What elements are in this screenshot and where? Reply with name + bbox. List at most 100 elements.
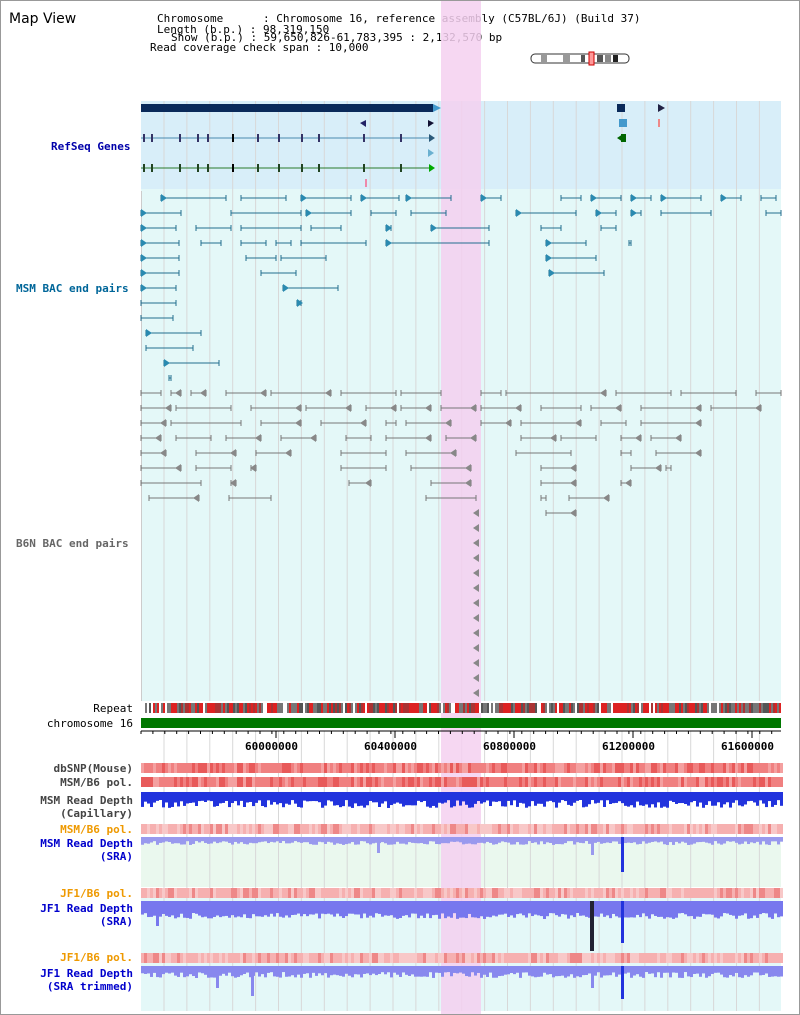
track-label-msm-depth-cap[interactable]: MSM Read Depth <box>40 794 133 807</box>
msm-depth-sra-bar <box>195 837 198 842</box>
jf1-depth-trim-bar <box>717 966 720 973</box>
jf1-b6-pol-segment <box>507 888 510 898</box>
msm-depth-sra-bar <box>207 837 210 844</box>
msm-depth-sra-bar <box>609 837 612 844</box>
dbsnp-segment <box>231 763 234 773</box>
msm-depth-sra-bar <box>390 837 393 845</box>
dbsnp-segment <box>411 763 414 773</box>
msm-b6-pol-segment <box>726 777 729 787</box>
msm-b6-pol-segment <box>543 824 546 834</box>
dbsnp-segment <box>345 763 348 773</box>
track-label-b6n-bac[interactable]: B6N BAC end pairs <box>16 537 129 550</box>
repeat-segment <box>615 703 617 713</box>
msm-b6-pol-segment <box>231 777 234 787</box>
msm-depth-capillary-bar <box>519 792 522 803</box>
track-label-jf1-depth-sra[interactable]: JF1 Read Depth <box>40 902 133 915</box>
jf1-depth-sra-bar <box>639 901 642 918</box>
track-label-jf1-b6-pol-2[interactable]: JF1/B6 pol. <box>60 951 133 964</box>
msm-bac-end-marker <box>631 194 637 202</box>
msm-b6-pol-segment <box>288 824 291 834</box>
jf1-depth-sra-bar <box>474 901 477 918</box>
jf1-depth-sra-bar <box>291 901 294 916</box>
msm-depth-capillary-bar <box>489 792 492 807</box>
jf1-depth-sra-bar-spike <box>590 901 594 951</box>
jf1-depth-sra-bar <box>546 901 549 917</box>
jf1-b6-pol-segment <box>339 888 342 898</box>
msm-b6-pol-segment <box>177 824 180 834</box>
msm-depth-capillary-bar <box>513 792 516 801</box>
msm-b6-pol-segment <box>201 777 204 787</box>
msm-b6-pol-segment <box>534 777 537 787</box>
jf1-depth-sra-bar <box>627 901 630 918</box>
track-label-msm-bac[interactable]: MSM BAC end pairs <box>16 282 129 295</box>
msm-depth-capillary-bar <box>588 792 591 805</box>
axis-tick-label: 60400000 <box>364 740 417 753</box>
msm-depth-capillary-bar <box>324 792 327 806</box>
dbsnp-segment <box>252 763 255 773</box>
jf1-depth-trim-bar <box>630 966 633 978</box>
jf1-b6-pol-segment <box>705 953 708 963</box>
track-label-dbsnp[interactable]: dbSNP(Mouse) <box>53 762 133 775</box>
msm-depth-capillary-bar <box>288 792 291 805</box>
repeat-segment <box>691 703 693 713</box>
msm-depth-sra-bar <box>780 837 783 842</box>
msm-depth-capillary-bar <box>774 792 777 805</box>
repeat-segment <box>683 703 685 713</box>
repeat-segment <box>553 703 555 713</box>
track-label-jf1-b6-pol-1[interactable]: JF1/B6 pol. <box>60 887 133 900</box>
dbsnp-segment <box>645 763 648 773</box>
msm-depth-sra-bar <box>354 837 357 845</box>
msm-depth-sra-bar <box>693 837 696 844</box>
jf1-b6-pol-segment <box>312 953 315 963</box>
track-label-jf1-depth-trim[interactable]: JF1 Read Depth <box>40 967 133 980</box>
jf1-b6-pol-segment <box>567 953 570 963</box>
msm-depth-capillary-bar <box>273 792 276 803</box>
track-label-msm-depth-sra[interactable]: MSM Read Depth <box>40 837 133 850</box>
msm-b6-pol-segment <box>447 824 450 834</box>
jf1-depth-sra-bar <box>147 901 150 918</box>
jf1-depth-trim-bar <box>165 966 168 973</box>
jf1-b6-pol-segment <box>201 888 204 898</box>
msm-b6-pol-segment <box>483 777 486 787</box>
jf1-b6-pol-segment <box>186 888 189 898</box>
msm-depth-sra-bar <box>183 837 186 845</box>
repeat-segment <box>269 703 271 713</box>
repeat-segment <box>715 703 717 713</box>
msm-b6-pol-segment <box>357 824 360 834</box>
dbsnp-segment <box>399 763 402 773</box>
msm-depth-sra-bar <box>408 837 411 843</box>
msm-depth-sra-bar <box>546 837 549 843</box>
jf1-b6-pol-segment <box>645 953 648 963</box>
msm-depth-capillary-bar <box>615 792 618 803</box>
jf1-b6-pol-segment <box>405 953 408 963</box>
repeat-segment <box>689 703 691 713</box>
msm-b6-pol-segment <box>648 777 651 787</box>
jf1-b6-pol-segment <box>720 953 723 963</box>
jf1-b6-pol-segment <box>780 953 783 963</box>
jf1-b6-pol-segment <box>606 953 609 963</box>
dbsnp-segment <box>546 763 549 773</box>
dbsnp-segment <box>540 763 543 773</box>
msm-depth-sra-bar <box>231 837 234 845</box>
msm-b6-pol-segment <box>312 824 315 834</box>
msm-b6-pol-segment <box>360 824 363 834</box>
jf1-b6-pol-segment <box>180 888 183 898</box>
jf1-b6-pol-segment <box>273 953 276 963</box>
jf1-b6-pol-segment <box>525 888 528 898</box>
repeat-segment <box>421 703 423 713</box>
msm-depth-capillary-bar <box>336 792 339 806</box>
msm-b6-pol-segment <box>300 824 303 834</box>
msm-depth-sra-bar <box>759 837 762 845</box>
track-label-msm-b6-pol-2[interactable]: MSM/B6 pol. <box>60 823 133 836</box>
track-label-msm-b6-pol-1[interactable]: MSM/B6 pol. <box>60 776 133 789</box>
jf1-b6-pol-segment <box>396 888 399 898</box>
jf1-b6-pol-segment <box>660 888 663 898</box>
repeat-segment <box>753 703 755 713</box>
track-label-refseq[interactable]: RefSeq Genes <box>51 140 131 153</box>
jf1-b6-pol-segment <box>339 953 342 963</box>
jf1-b6-pol-segment <box>717 953 720 963</box>
repeat-segment <box>735 703 737 713</box>
msm-b6-pol-segment <box>732 777 735 787</box>
msm-depth-capillary-bar <box>174 792 177 803</box>
